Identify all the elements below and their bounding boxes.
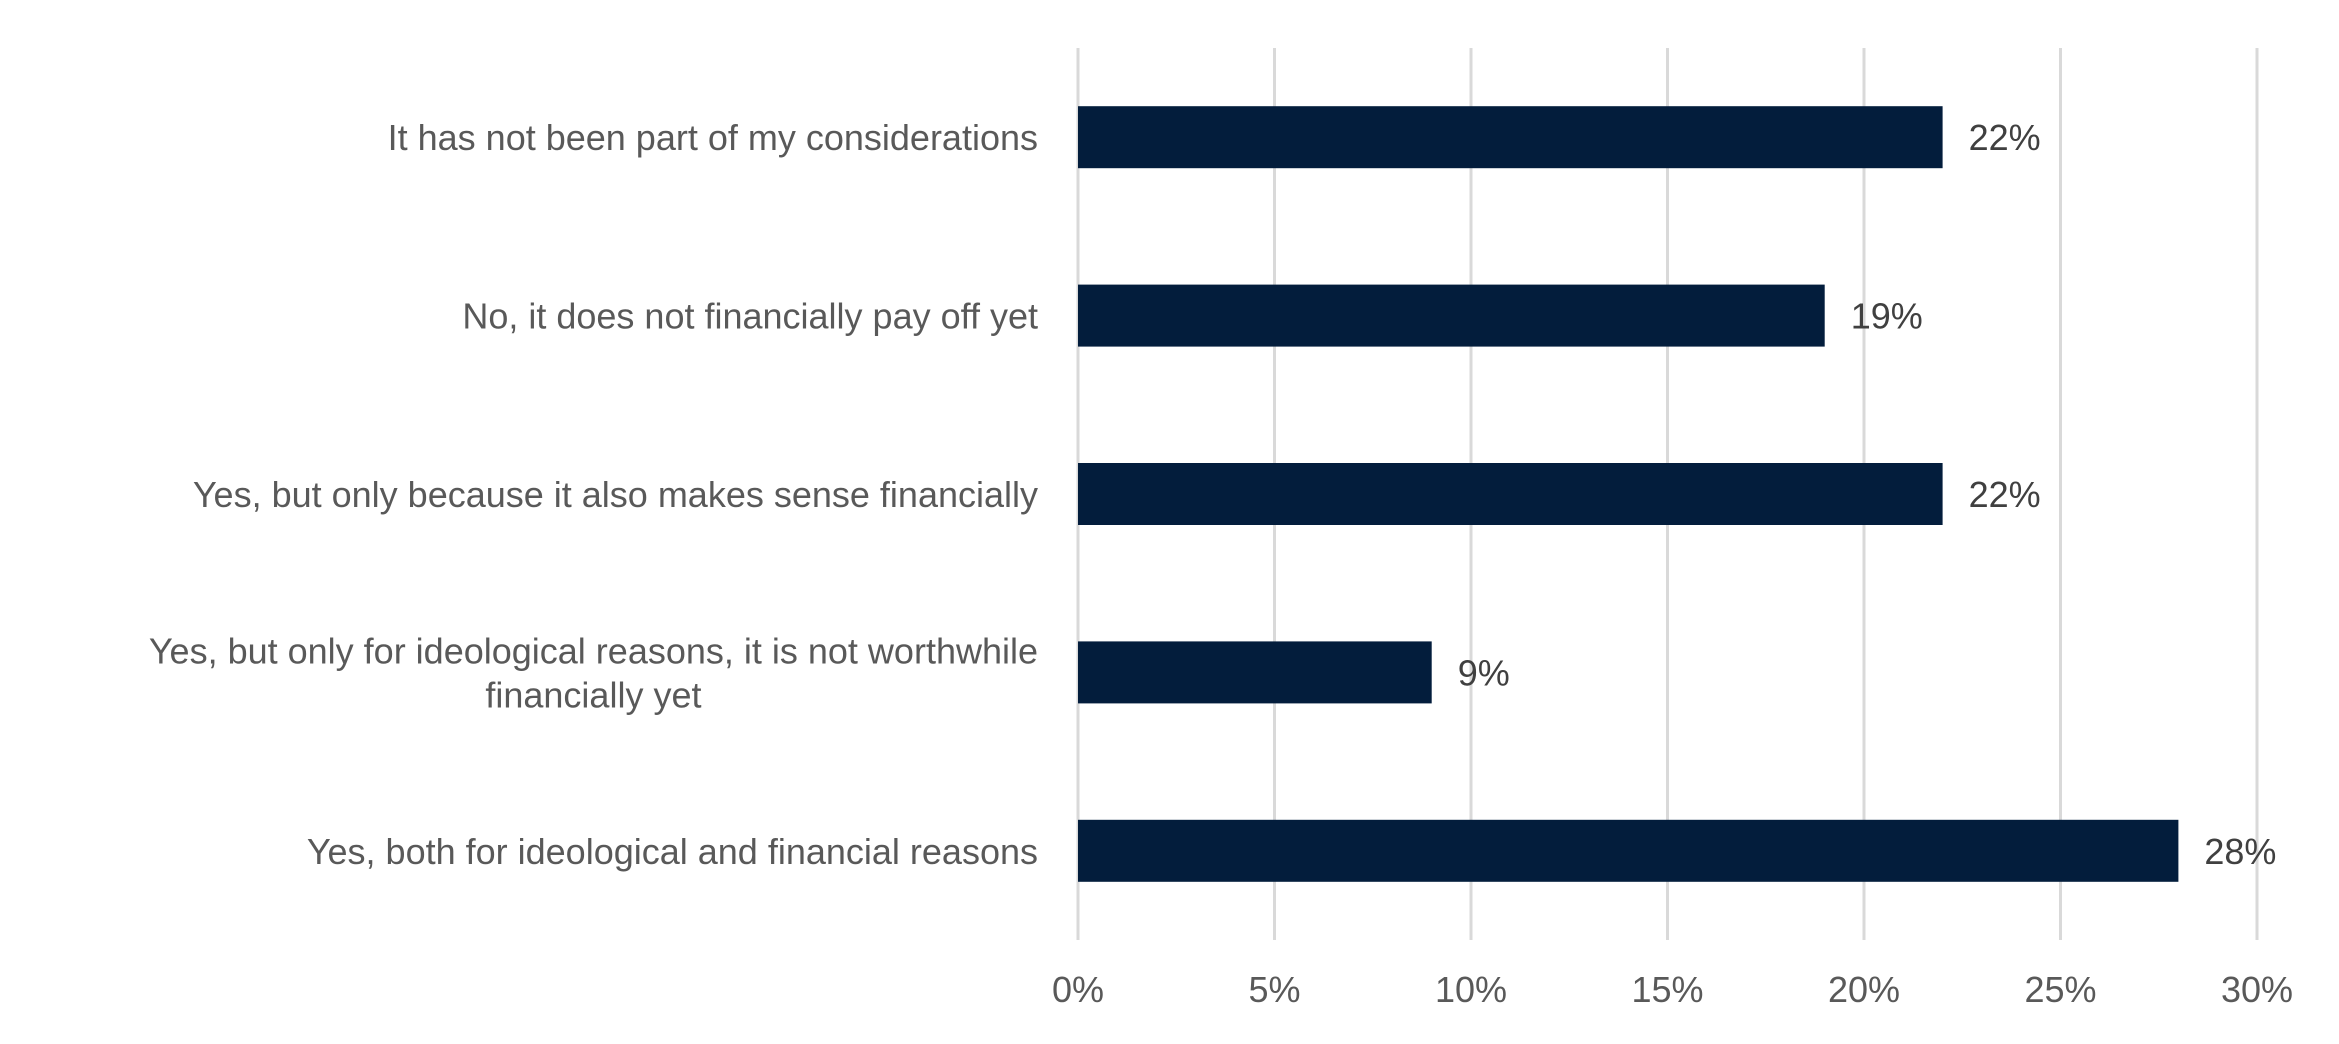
data-label: 22% <box>1969 117 2041 158</box>
x-axis-ticks: 0% 5% 10% 15% 20% 25% 30% <box>1052 969 2293 1010</box>
x-tick-label: 10% <box>1435 969 1507 1010</box>
x-tick-label: 15% <box>1631 969 1703 1010</box>
category-label: It has not been part of my consideration… <box>388 117 1038 158</box>
x-tick-label: 20% <box>1828 969 1900 1010</box>
x-tick-label: 30% <box>2221 969 2293 1010</box>
x-tick-label: 25% <box>2024 969 2096 1010</box>
bar <box>1078 106 1943 169</box>
bars <box>1078 106 2179 882</box>
category-labels: It has not been part of my consideration… <box>149 117 1038 872</box>
bar <box>1078 819 2179 882</box>
bar <box>1078 641 1432 704</box>
category-label: Yes, both for ideological and financial … <box>307 831 1038 872</box>
category-label: No, it does not financially pay off yet <box>462 296 1038 337</box>
data-label: 19% <box>1851 296 1923 337</box>
bar <box>1078 463 1943 525</box>
data-label: 22% <box>1969 474 2041 515</box>
category-label: Yes, but only because it also makes sens… <box>193 474 1038 515</box>
x-tick-label: 5% <box>1248 969 1300 1010</box>
category-label: Yes, but only for ideological reasons, i… <box>149 630 1038 671</box>
bar <box>1078 284 1825 347</box>
data-label: 9% <box>1458 652 1510 693</box>
category-label: financially yet <box>485 674 701 715</box>
data-labels: 22% 19% 22% 9% 28% <box>1458 117 2277 872</box>
data-label: 28% <box>2204 831 2276 872</box>
x-tick-label: 0% <box>1052 969 1104 1010</box>
